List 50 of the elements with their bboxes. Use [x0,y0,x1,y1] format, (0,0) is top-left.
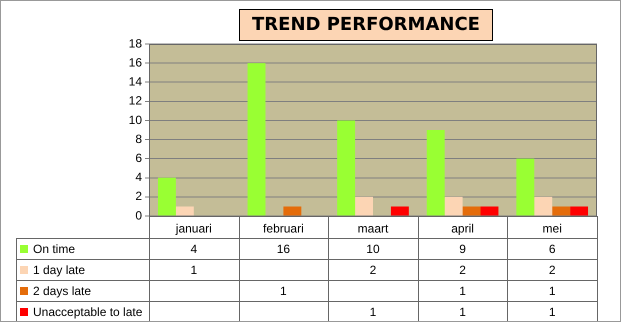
y-tick-label: 10 [128,112,142,127]
data-label: 1 [548,304,557,320]
legend-label: 1 day late [33,262,86,276]
x-tick-label: mei [542,222,562,236]
y-tick-label: 12 [128,94,142,108]
y-tick-label: 16 [128,55,142,70]
y-tick-label: 14 [128,74,142,89]
legend-label: Unacceptable to late [33,304,142,318]
x-tick-label: januari [174,222,212,236]
data-label: 16 [276,240,292,258]
y-tick-label: 6 [135,150,142,165]
y-tick-label: 0 [135,208,142,222]
bar [570,206,588,216]
bar [480,206,498,216]
bar [516,158,534,216]
bar [176,206,194,216]
bar [248,63,266,216]
data-label: 1 [189,262,198,278]
bar [462,206,481,216]
data-label: 1 [458,282,467,300]
x-tick-label: april [451,222,474,236]
data-label: 10 [365,240,381,258]
bar [355,196,373,216]
data-label: 4 [189,240,198,258]
bar [390,206,409,216]
legend-label: On time [33,242,76,256]
data-label: 6 [548,240,557,258]
y-tick-label: 18 [128,36,142,50]
data-label: 1 [458,304,467,320]
bar [444,196,463,216]
bar [158,178,176,216]
y-tick-label: 2 [135,189,142,204]
y-tick-label: 8 [135,132,142,146]
x-tick-label: maart [358,222,389,236]
bar [283,206,302,216]
chart-title: TREND PERFORMANCE [239,9,493,41]
data-label: 1 [548,282,557,300]
legend-label: 2 days late [33,284,92,298]
x-tick-label: februari [263,222,304,236]
bar [552,206,570,216]
bar [534,196,552,216]
data-label: 2 [548,262,557,278]
bar [426,130,445,216]
bar [337,120,356,216]
y-tick-label: 4 [135,170,142,184]
data-label: 2 [458,262,467,278]
data-label: 9 [458,240,467,258]
data-label: 1 [279,282,288,300]
data-label: 1 [368,304,378,320]
data-label: 2 [368,262,378,278]
